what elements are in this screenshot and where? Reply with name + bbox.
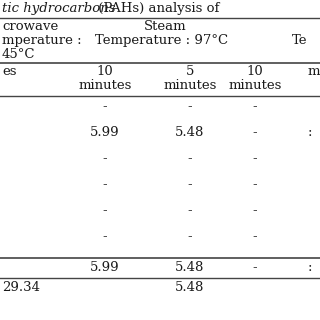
Text: 5.48: 5.48 — [175, 126, 205, 139]
Text: minutes: minutes — [78, 79, 132, 92]
Text: 10: 10 — [97, 65, 113, 78]
Text: crowave: crowave — [2, 20, 58, 33]
Text: 5.99: 5.99 — [90, 126, 120, 139]
Text: :: : — [308, 261, 313, 274]
Text: -: - — [253, 261, 257, 274]
Text: minutes: minutes — [163, 79, 217, 92]
Text: Temperature : 97°C: Temperature : 97°C — [95, 34, 228, 47]
Text: mperature :: mperature : — [2, 34, 82, 47]
Text: 5: 5 — [186, 65, 194, 78]
Text: -: - — [103, 100, 107, 113]
Text: -: - — [253, 100, 257, 113]
Text: 5.48: 5.48 — [175, 261, 205, 274]
Text: -: - — [253, 152, 257, 165]
Text: tic hydrocarbons: tic hydrocarbons — [2, 2, 116, 15]
Text: Steam: Steam — [144, 20, 186, 33]
Text: -: - — [253, 178, 257, 191]
Text: minutes: minutes — [228, 79, 282, 92]
Text: -: - — [103, 204, 107, 217]
Text: 29.34: 29.34 — [2, 281, 40, 294]
Text: -: - — [253, 126, 257, 139]
Text: -: - — [103, 152, 107, 165]
Text: -: - — [188, 178, 192, 191]
Text: :: : — [308, 126, 313, 139]
Text: Te: Te — [292, 34, 308, 47]
Text: m: m — [308, 65, 320, 78]
Text: -: - — [253, 204, 257, 217]
Text: -: - — [253, 230, 257, 243]
Text: -: - — [188, 204, 192, 217]
Text: -: - — [188, 100, 192, 113]
Text: es: es — [2, 65, 17, 78]
Text: 5.99: 5.99 — [90, 261, 120, 274]
Text: 5.48: 5.48 — [175, 281, 205, 294]
Text: -: - — [103, 178, 107, 191]
Text: (PAHs) analysis of: (PAHs) analysis of — [94, 2, 220, 15]
Text: -: - — [188, 230, 192, 243]
Text: 10: 10 — [247, 65, 263, 78]
Text: -: - — [188, 152, 192, 165]
Text: 45°C: 45°C — [2, 48, 36, 61]
Text: -: - — [103, 230, 107, 243]
